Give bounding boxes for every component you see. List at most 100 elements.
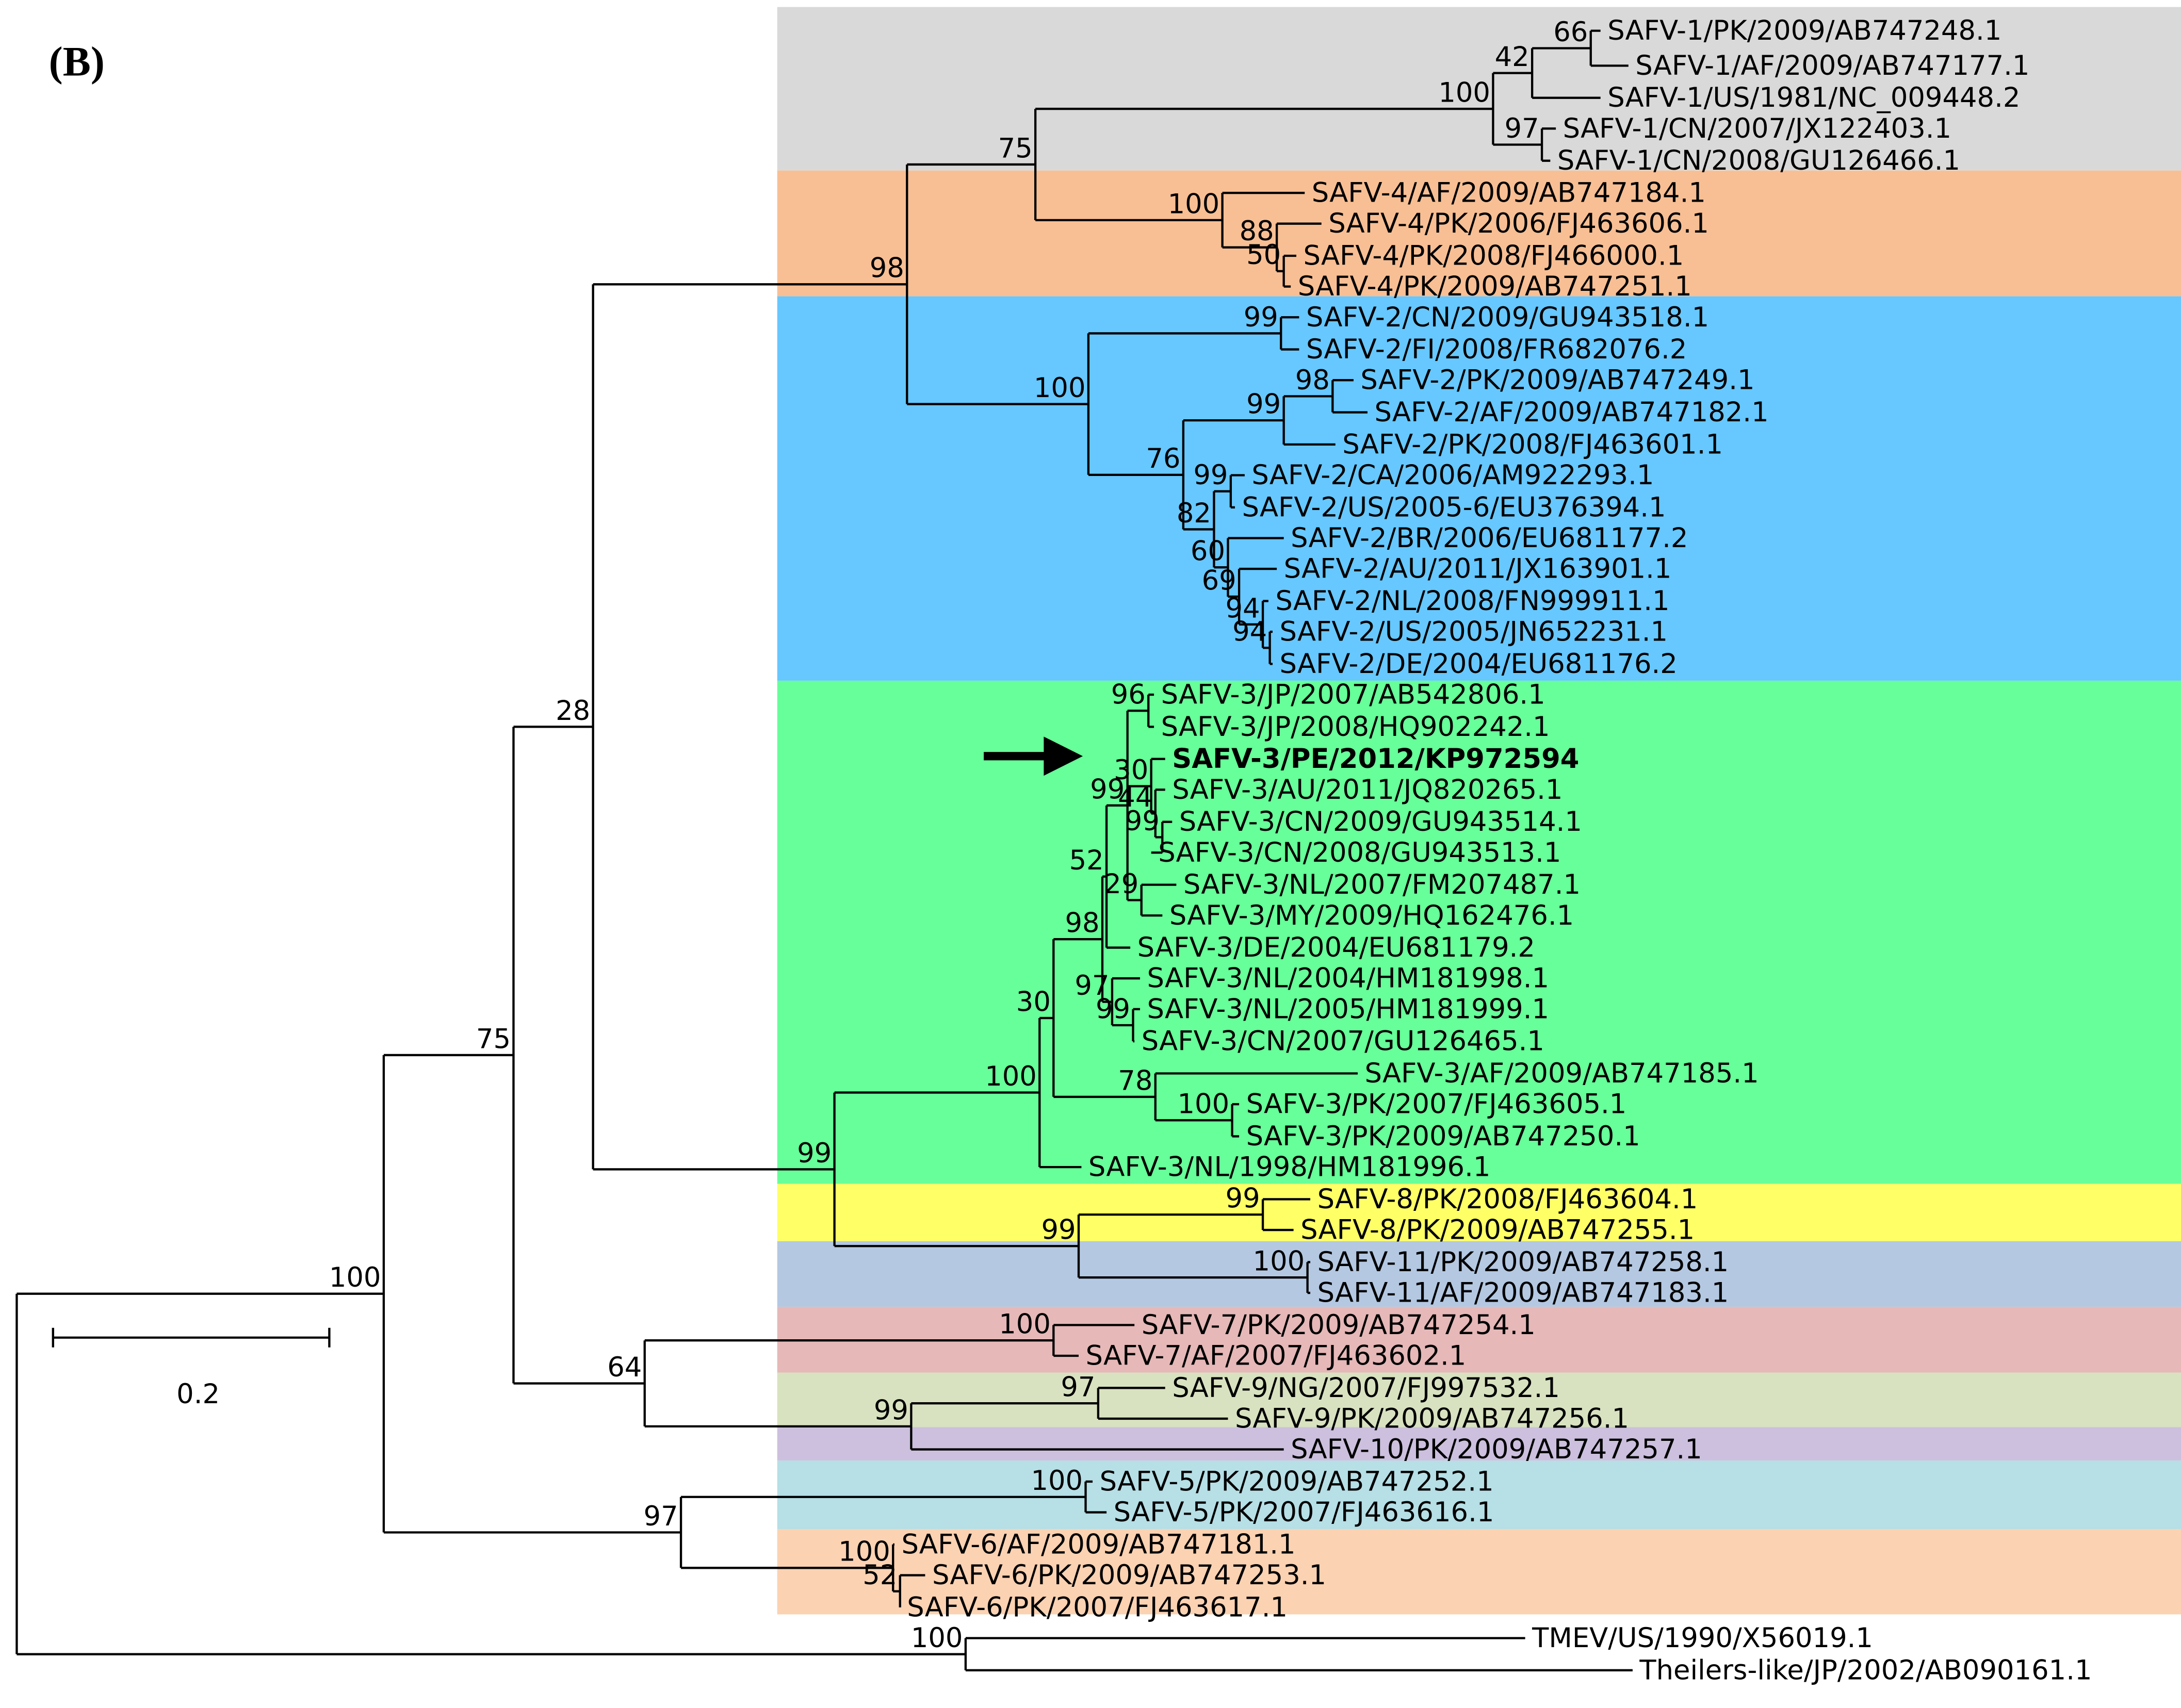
bootstrap-value: 44 [1118, 782, 1152, 813]
bootstrap-value: 100 [1168, 188, 1220, 220]
leaf-label: SAFV-2/CN/2009/GU943518.1 [1306, 302, 1709, 333]
bootstrap-value: 28 [556, 695, 590, 727]
leaf-label: SAFV-3/PE/2012/KP972594 [1172, 743, 1579, 775]
band [777, 1529, 2181, 1615]
bootstrap-value: 100 [1253, 1246, 1305, 1277]
band [777, 7, 2181, 171]
leaf-label: SAFV-3/AU/2011/JQ820265.1 [1172, 774, 1562, 806]
leaf-label: SAFV-11/PK/2009/AB747258.1 [1317, 1246, 1729, 1278]
leaf-label: SAFV-3/PK/2009/AB747250.1 [1246, 1121, 1640, 1152]
leaf-label: SAFV-2/FI/2008/FR682076.2 [1306, 334, 1687, 365]
bootstrap-value: 100 [1438, 77, 1490, 108]
leaf-label: SAFV-5/PK/2009/AB747252.1 [1100, 1466, 1494, 1497]
bootstrap-value: 98 [1295, 365, 1330, 396]
band [777, 296, 2181, 681]
scale-bar: 0.2 [52, 1327, 331, 1410]
leaf-label: SAFV-4/PK/2006/FJ463606.1 [1328, 208, 1709, 239]
leaf-label: SAFV-2/US/2005-6/EU376394.1 [1242, 491, 1666, 523]
bootstrap-value: 88 [1240, 216, 1274, 247]
leaf-label: SAFV-5/PK/2007/FJ463616.1 [1114, 1497, 1494, 1528]
leaf-label: SAFV-1/US/1981/NC_009448.2 [1607, 82, 2020, 113]
bootstrap-value: 100 [838, 1536, 890, 1568]
leaf-label: SAFV-2/AU/2011/JX163901.1 [1284, 553, 1672, 585]
bootstrap-value: 100 [999, 1309, 1051, 1340]
band [777, 1241, 2181, 1307]
leaf-label: SAFV-2/DE/2004/EU681176.2 [1280, 648, 1678, 680]
bootstrap-value: 69 [1202, 565, 1236, 596]
bootstrap-value: 50 [1246, 239, 1281, 271]
bootstrap-value: 76 [1146, 443, 1180, 474]
leaf-label: SAFV-1/AF/2009/AB747177.1 [1635, 50, 2029, 81]
bootstrap-value: 78 [1118, 1065, 1152, 1096]
leaf-label: SAFV-2/US/2005/JN652231.1 [1280, 616, 1668, 648]
panel-label: (B) [49, 38, 105, 85]
leaf-label: SAFV-9/PK/2009/AB747256.1 [1235, 1403, 1629, 1434]
band [777, 1460, 2181, 1530]
bootstrap-value: 66 [1553, 17, 1588, 48]
bootstrap-value: 94 [1226, 593, 1260, 624]
band [777, 1427, 2181, 1461]
leaf-label: SAFV-9/NG/2007/FJ997532.1 [1172, 1372, 1560, 1404]
leaf-label: TMEV/US/1990/X56019.1 [1532, 1622, 1873, 1654]
bootstrap-value: 75 [476, 1023, 511, 1055]
bootstrap-value: 97 [644, 1501, 678, 1532]
bootstrap-value: 99 [1041, 1214, 1076, 1246]
clade-bands [777, 7, 2181, 1615]
leaf-label: SAFV-3/NL/1998/HM181996.1 [1088, 1152, 1490, 1183]
leaf-label: SAFV-6/PK/2009/AB747253.1 [932, 1559, 1326, 1591]
leaf-label: SAFV-3/PK/2007/FJ463605.1 [1246, 1089, 1627, 1120]
branches [15, 29, 1633, 1671]
bootstrap-value: 96 [1111, 679, 1146, 711]
bootstrap-value: 99 [1226, 1183, 1260, 1214]
bootstrap-value: 82 [1177, 498, 1211, 529]
leaf-label: SAFV-11/AF/2009/AB747183.1 [1317, 1277, 1729, 1309]
leaf-label: SAFV-4/PK/2009/AB747251.1 [1298, 271, 1692, 302]
bootstrap-value: 97 [1505, 113, 1539, 144]
leaf-label: SAFV-1/CN/2007/JX122403.1 [1563, 113, 1951, 144]
bootstrap-value: 29 [1104, 868, 1138, 900]
bootstrap-value: 100 [985, 1061, 1037, 1092]
arrow [984, 736, 1083, 776]
bootstrap-value: 100 [1178, 1089, 1230, 1120]
leaf-label: SAFV-4/AF/2009/AB747184.1 [1312, 177, 1706, 208]
bootstrap-value: 100 [1034, 372, 1086, 404]
bootstrap-value: 98 [1065, 908, 1099, 939]
leaf-label: SAFV-3/CN/2009/GU943514.1 [1179, 806, 1582, 837]
bootstrap-value: 60 [1191, 536, 1225, 567]
band [777, 1372, 2181, 1427]
labels: SAFV-1/PK/2009/AB747248.1 SAFV-1/AF/2009/… [329, 15, 2092, 1686]
bootstrap-value: 99 [1096, 993, 1130, 1025]
bootstrap-value: 99 [1090, 774, 1125, 805]
bootstrap-value: 100 [911, 1622, 963, 1654]
bootstrap-value: 99 [1244, 302, 1278, 333]
leaf-label: SAFV-1/PK/2009/AB747248.1 [1607, 15, 2001, 46]
bootstrap-value: 100 [1031, 1465, 1083, 1497]
bootstrap-value: 75 [998, 133, 1033, 164]
leaf-label: SAFV-1/CN/2008/GU126466.1 [1557, 145, 1960, 176]
bootstrap-value: 99 [1193, 459, 1228, 491]
leaf-label: SAFV-3/CN/2008/GU943513.1 [1158, 837, 1561, 868]
leaf-label: SAFV-3/NL/2007/FM207487.1 [1183, 869, 1581, 900]
leaf-label: SAFV-3/NL/2005/HM181999.1 [1147, 993, 1549, 1025]
leaf-label: SAFV-2/BR/2006/EU681177.2 [1291, 522, 1688, 554]
leaf-label: SAFV-8/PK/2008/FJ463604.1 [1317, 1184, 1698, 1215]
band [777, 680, 2181, 1184]
leaf-label: SAFV-2/PK/2008/FJ463601.1 [1342, 429, 1723, 460]
leaf-label: SAFV-4/PK/2008/FJ466000.1 [1304, 240, 1684, 271]
arrow-head [1044, 736, 1083, 776]
leaf-label: SAFV-6/AF/2009/AB747181.1 [901, 1529, 1295, 1560]
bootstrap-value: 52 [1069, 845, 1104, 876]
bootstrap-value: 99 [1246, 389, 1281, 420]
leaf-label: SAFV-2/AF/2009/AB747182.1 [1374, 397, 1768, 428]
bootstrap-value: 99 [874, 1394, 908, 1426]
leaf-label: SAFV-8/PK/2009/AB747255.1 [1300, 1214, 1695, 1246]
leaf-label: SAFV-7/PK/2009/AB747254.1 [1142, 1309, 1536, 1341]
leaf-label: SAFV-10/PK/2009/AB747257.1 [1291, 1434, 1702, 1465]
leaf-label: SAFV-3/NL/2004/HM181998.1 [1147, 963, 1549, 994]
bootstrap-value: 42 [1495, 41, 1529, 73]
bootstrap-value: 97 [1061, 1372, 1095, 1403]
bootstrap-value: 100 [329, 1262, 381, 1293]
leaf-label: SAFV-3/MY/2009/HQ162476.1 [1169, 900, 1574, 931]
bootstrap-value: 30 [1016, 986, 1051, 1017]
